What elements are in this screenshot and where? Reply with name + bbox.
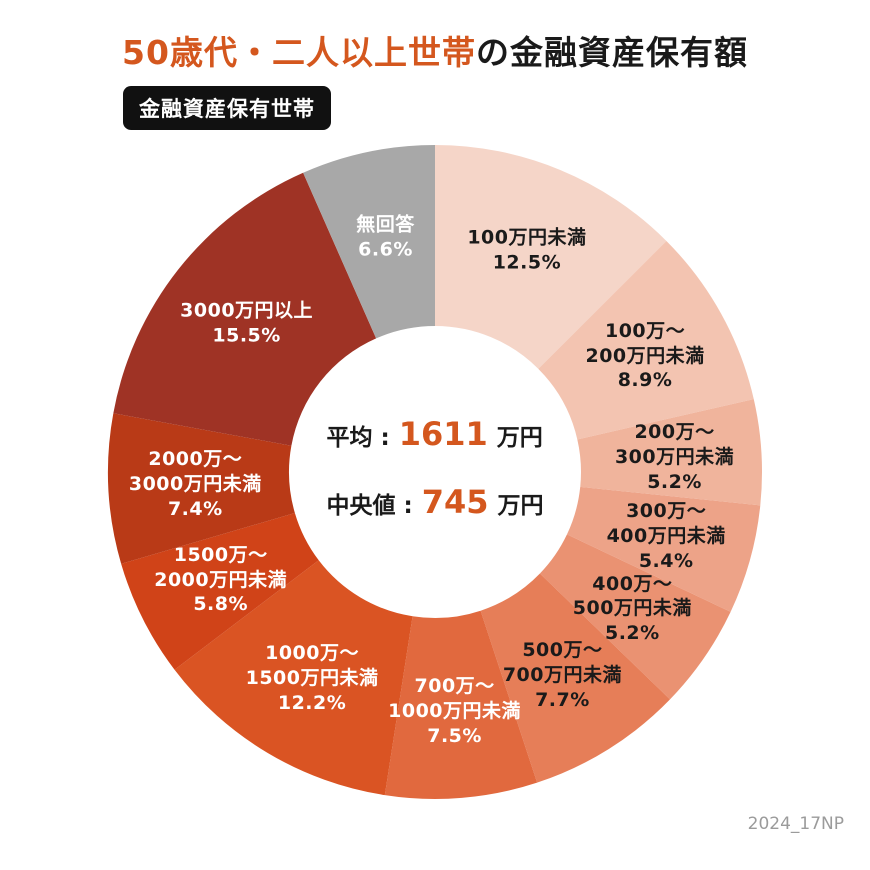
donut-segment-1 — [538, 240, 754, 440]
donut-segment-5 — [480, 573, 671, 783]
chart-center-stats: 平均 : 1611 万円 中央値 : 745 万円 — [326, 415, 543, 521]
median-unit: 万円 — [497, 493, 544, 519]
median-stat: 中央値 : 745 万円 — [326, 483, 543, 521]
average-unit: 万円 — [496, 425, 543, 451]
donut-segment-6 — [384, 610, 538, 800]
title-highlight: 50歳代・二人以上世帯 — [122, 33, 476, 72]
donut-segment-3 — [566, 486, 761, 612]
page-title: 50歳代・二人以上世帯の金融資産保有額 — [0, 26, 870, 74]
donut-segment-4 — [539, 534, 731, 700]
donut-segment-8 — [121, 512, 319, 670]
donut-segment-9 — [108, 413, 295, 564]
source-code-note: 2024_17NP — [747, 814, 844, 834]
donut-segment-0 — [435, 145, 667, 369]
median-value: 745 — [421, 483, 489, 521]
average-label: 平均 : — [326, 425, 390, 451]
title-rest: の金融資産保有額 — [475, 33, 748, 72]
average-value: 1611 — [398, 415, 488, 453]
average-stat: 平均 : 1611 万円 — [326, 415, 542, 453]
median-label: 中央値 : — [326, 493, 413, 519]
donut-segment-10 — [113, 172, 377, 446]
donut-segment-2 — [577, 399, 762, 506]
donut-segment-7 — [174, 560, 413, 796]
donut-segment-11 — [303, 145, 435, 339]
household-type-badge: 金融資産保有世帯 — [123, 86, 331, 130]
